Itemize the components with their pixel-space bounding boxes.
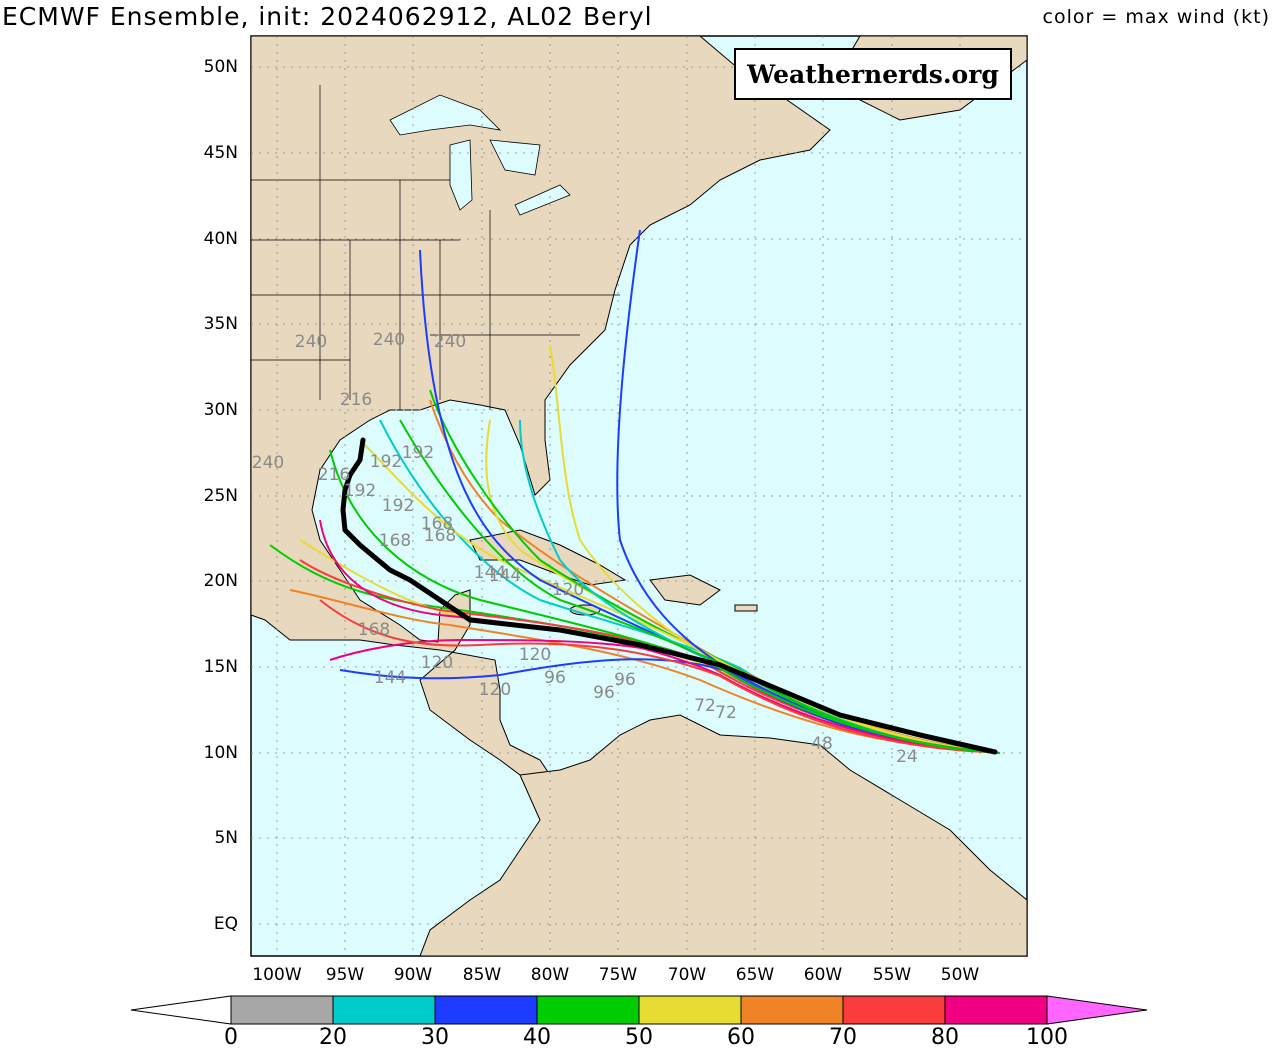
lat-label: 40N	[203, 229, 238, 249]
lon-label: 85W	[462, 965, 502, 985]
colorbar-tick: 50	[625, 1025, 653, 1050]
forecast-hour-label: 72	[694, 696, 716, 716]
lon-label: 80W	[530, 965, 570, 985]
colorbar-tick: 30	[421, 1025, 449, 1050]
forecast-hour-label: 240	[251, 453, 285, 473]
colorbar-tick: 0	[224, 1025, 238, 1050]
colorbar-tick: 70	[829, 1025, 857, 1050]
lat-label: 15N	[203, 657, 238, 677]
lake-michigan	[449, 139, 473, 211]
lon-label: 70W	[667, 965, 707, 985]
hispaniola	[649, 574, 721, 606]
lon-label: 50W	[940, 965, 980, 985]
lon-label: 65W	[735, 965, 775, 985]
forecast-hour-label: 120	[420, 653, 454, 673]
lon-label: 95W	[325, 965, 365, 985]
forecast-hour-label: 192	[381, 496, 415, 516]
ensemble-mean-track	[340, 437, 998, 755]
lon-label: 90W	[393, 965, 433, 985]
forecast-hour-label: 120	[518, 645, 552, 665]
forecast-hour-label: 192	[343, 481, 377, 501]
forecast-hour-label: 96	[593, 683, 615, 703]
lat-label: EQ	[213, 914, 238, 934]
forecast-hour-label: 240	[372, 330, 406, 350]
lat-label: 25N	[203, 486, 238, 506]
lake-erie	[514, 184, 571, 216]
forecast-hour-label: 72	[715, 703, 737, 723]
lat-label: 45N	[203, 143, 238, 163]
lat-label: 20N	[203, 571, 238, 591]
forecast-hour-label: 120	[478, 680, 512, 700]
lon-label: 55W	[872, 965, 912, 985]
weathernerds-watermark: Weathernerds.org	[734, 48, 1012, 100]
colorbar-tick: 40	[523, 1025, 551, 1050]
forecast-hour-label: 168	[420, 514, 454, 534]
colorbar-tick: 20	[319, 1025, 347, 1050]
lat-label: 35N	[203, 314, 238, 334]
forecast-hour-label: 240	[433, 332, 467, 352]
map-title: ECMWF Ensemble, init: 2024062912, AL02 B…	[2, 2, 653, 31]
south-america	[419, 714, 1027, 956]
forecast-hour-label: 192	[401, 443, 435, 463]
legend-caption: color = max wind (kt)	[1042, 6, 1270, 28]
forecast-hour-label: 168	[378, 531, 412, 551]
colorbar-tick: 80	[931, 1025, 959, 1050]
land-layer	[251, 36, 1027, 956]
lon-label: 100W	[252, 965, 302, 985]
forecast-hour-label: 144	[488, 566, 522, 586]
lon-label: 60W	[803, 965, 843, 985]
forecast-hour-label: 96	[614, 670, 636, 690]
lat-label: 50N	[203, 57, 238, 77]
forecast-hour-label: 48	[811, 734, 833, 754]
lon-label: 75W	[598, 965, 638, 985]
forecast-hour-label: 120	[551, 580, 585, 600]
colorbar-tick: 100	[1026, 1025, 1068, 1050]
lat-label: 5N	[214, 828, 238, 848]
lake-huron	[489, 139, 541, 176]
puerto-rico	[734, 604, 758, 612]
forecast-hour-label: 96	[544, 668, 566, 688]
lake-superior	[389, 94, 502, 136]
colorbar-tick: 60	[727, 1025, 755, 1050]
forecast-hour-label: 168	[423, 526, 457, 546]
forecast-hour-label: 144	[373, 668, 407, 688]
forecast-hour-label: 168	[357, 620, 391, 640]
forecast-hour-label: 24	[896, 747, 918, 767]
forecast-hour-label: 144	[473, 563, 507, 583]
forecast-hour-label: 216	[317, 465, 351, 485]
lat-label: 30N	[203, 400, 238, 420]
forecast-hour-label: 216	[339, 390, 373, 410]
forecast-hour-label: 240	[294, 332, 328, 352]
colorbar	[130, 995, 1148, 1025]
forecast-hour-label: 192	[369, 452, 403, 472]
lat-label: 10N	[203, 743, 238, 763]
